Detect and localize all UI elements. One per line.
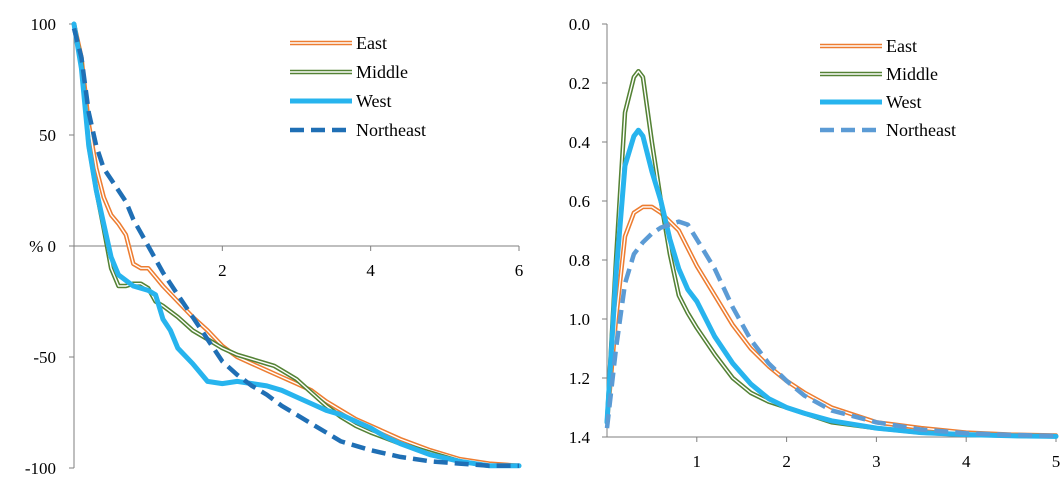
- x-tick-label: 4: [962, 452, 971, 471]
- legend-label-west: West: [886, 92, 922, 112]
- series-line-northeast: [604, 219, 1057, 439]
- y-tick-label: % 0: [29, 237, 56, 256]
- legend-label-northeast: Northeast: [886, 120, 956, 140]
- x-tick-label: 2: [782, 452, 791, 471]
- chart-1: 100 50 % 0 -50 -100 2 4 6 East Middle West Northeas…: [25, 15, 523, 478]
- x-tick-label: 5: [1052, 452, 1060, 471]
- y-tick-label: 1.4: [569, 428, 591, 447]
- y-tick-label: 100: [31, 15, 57, 34]
- x-tick-label: 1: [693, 452, 702, 471]
- series-line-east: [604, 204, 1059, 438]
- x-tick-label: 3: [872, 452, 881, 471]
- legend-label-middle: Middle: [886, 64, 938, 84]
- y-tick-label: 0.2: [569, 74, 590, 93]
- y-tick-label: 0.4: [569, 133, 591, 152]
- y-tick-label: -100: [25, 459, 56, 478]
- y-tick-label: -50: [33, 348, 56, 367]
- series-line-west: [71, 21, 522, 469]
- legend-label-northeast: Northeast: [356, 120, 426, 140]
- series-line-middle-inner: [73, 23, 520, 467]
- x-tick-label: 6: [515, 261, 524, 280]
- y-tick-label: 50: [39, 126, 56, 145]
- legend-label-middle: Middle: [356, 62, 408, 82]
- y-tick-label: 0.0: [569, 15, 590, 34]
- y-tick-label: 0.8: [569, 251, 590, 270]
- y-tick-label: 1.0: [569, 310, 590, 329]
- series-line-west: [604, 127, 1059, 439]
- series-line-east-inner: [606, 206, 1057, 437]
- legend-label-east: East: [356, 33, 387, 53]
- legend-label-east: East: [886, 36, 917, 56]
- legend-label-west: West: [356, 91, 392, 111]
- x-tick-label: 4: [366, 261, 375, 280]
- series-line-northeast: [71, 27, 519, 469]
- y-tick-label: 0.6: [569, 192, 590, 211]
- y-tick-label: 1.2: [569, 369, 590, 388]
- chart-2: 0.0 0.2 0.4 0.6 0.8 1.0 1.2 1.4 1 2 3 4 5 East Middle W…: [569, 15, 1060, 471]
- x-tick-label: 2: [218, 261, 227, 280]
